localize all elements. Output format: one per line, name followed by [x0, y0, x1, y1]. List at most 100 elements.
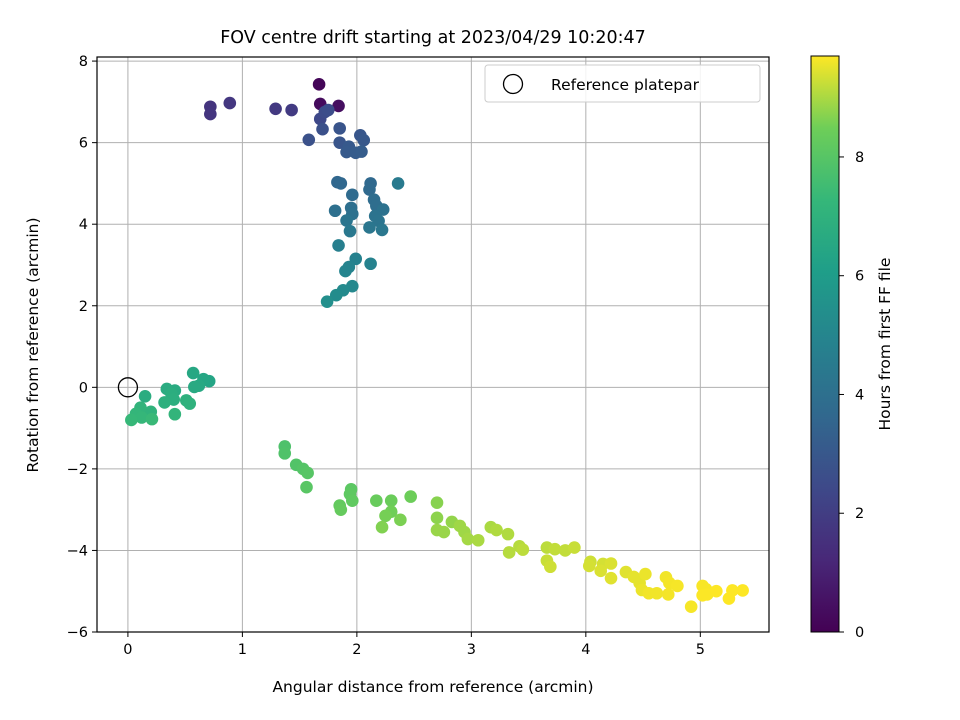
data-point — [568, 541, 581, 554]
data-point — [661, 588, 675, 601]
data-point — [345, 494, 359, 507]
data-point — [357, 133, 371, 147]
data-point — [604, 557, 618, 570]
data-point — [302, 133, 316, 147]
x-tick-label: 1 — [238, 642, 247, 658]
data-point — [394, 513, 407, 527]
data-point — [650, 586, 664, 600]
data-point — [461, 532, 475, 546]
x-tick-label: 3 — [467, 642, 476, 658]
y-tick-label: −4 — [67, 543, 88, 559]
data-point — [430, 496, 444, 510]
legend-reference-marker — [502, 73, 524, 95]
data-point — [301, 466, 314, 480]
data-point — [269, 102, 282, 116]
data-point — [430, 511, 444, 525]
colorbar-label: Hours from first FF file — [876, 258, 894, 431]
data-point — [343, 224, 357, 238]
data-point — [471, 533, 485, 547]
data-point — [736, 584, 749, 597]
data-point — [135, 411, 148, 424]
reference-platepar-marker — [117, 377, 139, 398]
data-point — [684, 600, 698, 614]
y-tick-label: 4 — [79, 217, 88, 233]
data-point — [158, 396, 171, 409]
data-point — [188, 380, 201, 394]
data-point — [125, 413, 138, 427]
y-axis-label: Rotation from reference (arcmin) — [24, 217, 42, 472]
data-point — [355, 145, 368, 158]
data-point — [312, 78, 326, 91]
scatter-points — [125, 78, 749, 614]
data-point — [183, 397, 197, 410]
x-tick-label: 5 — [696, 642, 705, 658]
data-point — [300, 480, 313, 494]
data-point — [548, 542, 562, 556]
data-point — [328, 204, 342, 218]
y-tick-label: 6 — [79, 136, 88, 152]
data-point — [437, 525, 451, 539]
data-point — [370, 494, 383, 507]
data-point — [332, 99, 345, 113]
data-point — [726, 584, 739, 597]
colorbar: 0 2 4 6 8 Hours from first FF file — [810, 55, 894, 641]
data-point — [384, 494, 398, 507]
data-point — [333, 122, 346, 135]
data-point — [332, 239, 345, 252]
data-point — [340, 214, 353, 227]
data-point — [594, 564, 608, 578]
data-point — [339, 264, 352, 278]
colorbar-tick-label: 0 — [855, 625, 864, 641]
data-point — [516, 543, 530, 556]
colorbar-tick-label: 8 — [855, 150, 864, 166]
data-point — [710, 584, 723, 598]
data-point — [363, 221, 376, 234]
colorbar-gradient — [810, 55, 840, 633]
y-tick-label: 2 — [79, 299, 88, 315]
data-point — [391, 177, 405, 190]
plot-frame — [96, 56, 770, 633]
data-point — [223, 96, 237, 110]
x-tick-label: 0 — [123, 642, 132, 658]
data-point — [345, 188, 359, 202]
y-tick-label: −2 — [67, 462, 88, 478]
data-point — [501, 527, 515, 541]
data-point — [490, 523, 503, 537]
legend: Reference platepar — [484, 64, 761, 103]
colorbar-tick-label: 4 — [855, 387, 864, 403]
data-point — [340, 145, 353, 159]
data-point — [186, 366, 200, 380]
data-point — [364, 257, 377, 271]
data-point — [604, 571, 618, 585]
data-point — [375, 223, 389, 237]
x-tick-label: 4 — [581, 642, 590, 658]
data-point — [320, 295, 334, 308]
data-point — [204, 107, 217, 121]
data-point — [404, 490, 417, 503]
data-point — [138, 389, 152, 403]
y-tick-label: −6 — [67, 625, 88, 641]
data-point — [316, 122, 329, 136]
data-point — [502, 546, 516, 559]
data-point — [334, 503, 348, 516]
chart-title: FOV centre drift starting at 2023/04/29 … — [220, 28, 646, 48]
legend-box — [484, 64, 761, 103]
data-point — [329, 288, 343, 302]
data-point — [278, 447, 292, 460]
data-point — [671, 579, 684, 593]
data-point — [321, 103, 335, 117]
data-point — [375, 520, 389, 534]
data-point — [544, 560, 557, 574]
data-point — [285, 103, 298, 117]
data-point — [639, 567, 652, 581]
data-point — [379, 509, 392, 523]
y-axis-ticks: −6 −4 −2 0 2 4 6 8 — [67, 54, 97, 641]
legend-entry-reference: Reference platepar — [551, 76, 700, 94]
colorbar-tick-label: 2 — [855, 506, 864, 522]
y-tick-label: 0 — [79, 380, 88, 396]
data-point — [582, 559, 596, 573]
x-tick-label: 2 — [352, 642, 361, 658]
y-tick-label: 8 — [79, 54, 88, 70]
x-axis-label: Angular distance from reference (arcmin) — [272, 678, 593, 696]
